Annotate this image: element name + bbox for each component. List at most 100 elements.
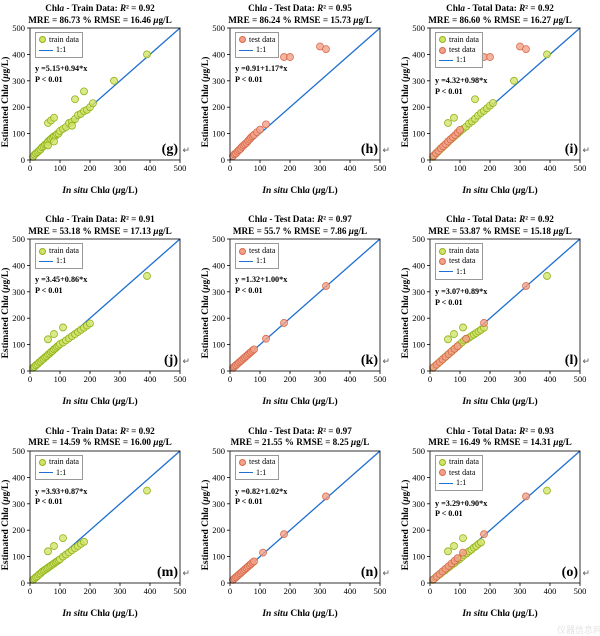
legend-test: test data <box>439 256 479 266</box>
svg-text:400: 400 <box>344 374 357 384</box>
train-point <box>460 324 467 331</box>
title-line-2: MRE = 53.18 % RMSE = 17.13 μg/L <box>6 226 194 238</box>
panel-letter: (m) <box>157 565 178 581</box>
legend: test data1:1 <box>235 243 279 269</box>
x-axis-label: In situ Chla (μg/L) <box>62 397 137 407</box>
svg-text:300: 300 <box>114 586 127 596</box>
panel-arrow-icon: ↵ <box>582 145 590 156</box>
test-point <box>481 530 488 537</box>
svg-text:100: 100 <box>212 551 225 561</box>
test-point <box>263 121 270 128</box>
test-point <box>260 549 267 556</box>
svg-text:200: 200 <box>212 102 225 112</box>
test-point <box>523 283 530 290</box>
svg-text:500: 500 <box>12 446 25 456</box>
panel-letter: (g) <box>162 142 178 158</box>
train-point <box>544 487 551 494</box>
svg-text:0: 0 <box>221 578 225 588</box>
svg-text:0: 0 <box>21 578 25 588</box>
svg-text:300: 300 <box>12 287 25 297</box>
svg-text:400: 400 <box>144 374 157 384</box>
svg-text:100: 100 <box>54 163 67 173</box>
title-line-2: MRE = 53.87 % RMSE = 15.18 μg/L <box>406 226 594 238</box>
legend-test: test data <box>439 468 479 478</box>
train-point <box>72 96 79 103</box>
svg-text:200: 200 <box>12 314 25 324</box>
svg-text:100: 100 <box>454 163 467 173</box>
y-axis-label: Estimated Chla (μg/L) <box>1 479 11 570</box>
panel-i: Chla - Total Data: R² = 0.92 MRE = 86.60… <box>400 0 600 211</box>
panel-o: Chla - Total Data: R² = 0.93 MRE = 16.49… <box>400 423 600 634</box>
svg-text:400: 400 <box>412 472 425 482</box>
train-point <box>144 487 151 494</box>
equation-text: y =3.45+0.86*xP < 0.01 <box>35 275 87 296</box>
svg-text:500: 500 <box>212 234 225 244</box>
legend-line: 1:1 <box>439 55 479 65</box>
test-point <box>454 554 461 561</box>
svg-text:500: 500 <box>412 23 425 33</box>
title-line-2: MRE = 55.7 % RMSE = 7.86 μg/L <box>206 226 394 238</box>
panel-title: Chla - Test Data: R² = 0.97 MRE = 55.7 %… <box>206 214 394 237</box>
svg-text:200: 200 <box>12 102 25 112</box>
panel-letter: (i) <box>565 142 578 158</box>
equation-text: y =0.82+1.02*xP < 0.01 <box>235 487 287 508</box>
svg-text:300: 300 <box>412 498 425 508</box>
panel-l: Chla - Total Data: R² = 0.92 MRE = 53.87… <box>400 211 600 422</box>
test-point <box>257 126 264 133</box>
legend-line: 1:1 <box>239 45 275 55</box>
svg-text:100: 100 <box>212 129 225 139</box>
legend-line: 1:1 <box>439 267 479 277</box>
svg-text:0: 0 <box>21 155 25 165</box>
svg-text:200: 200 <box>484 163 497 173</box>
equation-text: y =0.91+1.17*xP < 0.01 <box>235 64 287 85</box>
svg-text:100: 100 <box>254 163 267 173</box>
panel-title: Chla - Train Data: R² = 0.91 MRE = 53.18… <box>6 214 194 237</box>
panel-title: Chla - Total Data: R² = 0.92 MRE = 86.60… <box>406 3 594 26</box>
panel-arrow-icon: ↵ <box>182 356 190 367</box>
y-axis-label: Estimated Chla (μg/L) <box>1 268 11 359</box>
legend-train: train data <box>439 246 479 256</box>
legend-line: 1:1 <box>39 256 79 266</box>
equation-text: y =5.15+0.94*xP < 0.01 <box>35 64 87 85</box>
svg-text:300: 300 <box>114 374 127 384</box>
svg-text:100: 100 <box>412 129 425 139</box>
svg-text:100: 100 <box>54 586 67 596</box>
train-point <box>81 538 88 545</box>
y-axis-label: Estimated Chla (μg/L) <box>401 479 411 570</box>
panel-letter: (k) <box>361 353 378 369</box>
svg-text:0: 0 <box>228 586 232 596</box>
equation-text: y =3.29+0.90*xP < 0.01 <box>435 499 487 520</box>
test-point <box>523 46 530 53</box>
svg-text:200: 200 <box>84 586 97 596</box>
panel-h: Chla - Test Data: R² = 0.95 MRE = 86.24 … <box>200 0 400 211</box>
x-axis-label: In situ Chla (μg/L) <box>262 186 337 196</box>
svg-text:100: 100 <box>12 340 25 350</box>
svg-text:0: 0 <box>228 374 232 384</box>
svg-text:0: 0 <box>428 163 432 173</box>
panel-n: Chla - Test Data: R² = 0.97 MRE = 21.55 … <box>200 423 400 634</box>
test-point <box>281 530 288 537</box>
x-axis-label: In situ Chla (μg/L) <box>62 609 137 619</box>
svg-text:400: 400 <box>12 261 25 271</box>
svg-text:200: 200 <box>412 314 425 324</box>
x-axis-label: In situ Chla (μg/L) <box>462 609 537 619</box>
train-point <box>69 122 76 129</box>
test-point <box>323 493 330 500</box>
train-point <box>451 542 458 549</box>
svg-text:400: 400 <box>144 163 157 173</box>
legend: train data1:1 <box>35 243 83 269</box>
train-point <box>51 331 58 338</box>
svg-text:400: 400 <box>344 163 357 173</box>
svg-text:0: 0 <box>421 366 425 376</box>
panel-arrow-icon: ↵ <box>382 568 390 579</box>
panel-arrow-icon: ↵ <box>382 356 390 367</box>
svg-text:0: 0 <box>428 374 432 384</box>
test-point <box>487 54 494 61</box>
train-point <box>81 88 88 95</box>
svg-text:500: 500 <box>174 163 187 173</box>
panel-g: Chla - Train Data: R² = 0.92 MRE = 86.73… <box>0 0 200 211</box>
legend-line: 1:1 <box>39 45 79 55</box>
test-point <box>523 493 530 500</box>
svg-text:300: 300 <box>212 287 225 297</box>
svg-text:400: 400 <box>212 49 225 59</box>
